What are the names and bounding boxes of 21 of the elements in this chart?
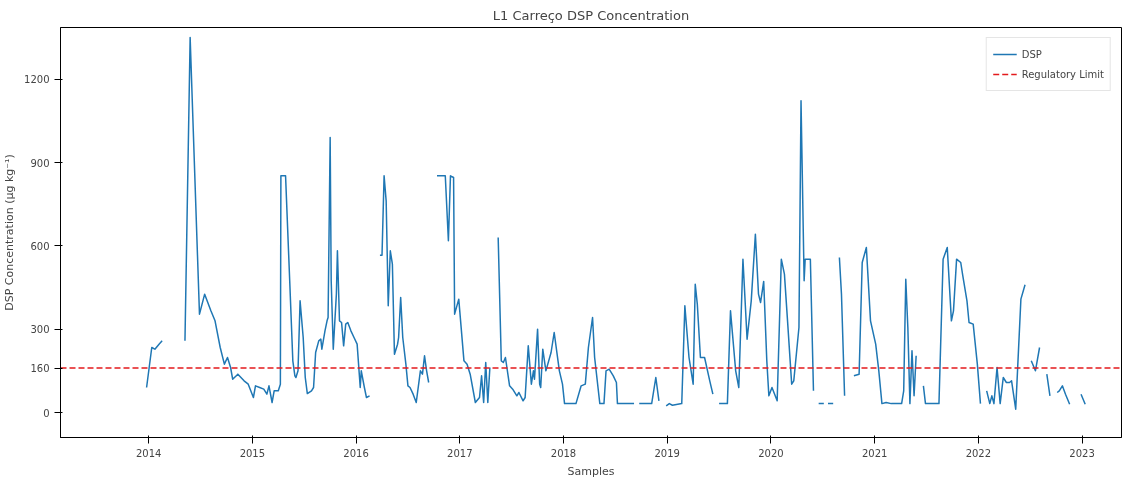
x-tick-label: 2014 [135,447,162,459]
legend-label: Regulatory Limit [1021,68,1104,80]
x-tick-label: 2018 [550,447,577,459]
chart-title: L1 Carreço DSP Concentration [492,7,690,23]
y-tick-label: 160 [30,363,50,375]
y-tick-label: 300 [30,324,50,336]
x-axis-title: Samples [567,464,615,478]
x-tick-label: 2019 [654,447,680,459]
x-tick-label: 2016 [343,447,369,459]
legend-label: DSP [1021,48,1042,60]
y-axis-title: DSP Concentration (µg kg⁻¹) [3,154,17,311]
y-tick-label: 900 [30,157,50,169]
y-tick-label: 1200 [24,74,50,86]
x-tick-label: 2023 [1069,447,1095,459]
y-tick-label: 0 [43,407,50,419]
x-tick-label: 2020 [758,447,784,459]
x-tick-label: 2022 [965,447,992,459]
x-tick-label: 2015 [239,447,266,459]
y-tick-label: 600 [30,240,50,252]
x-tick-label: 2021 [861,447,888,459]
x-tick-label: 2017 [447,447,473,459]
